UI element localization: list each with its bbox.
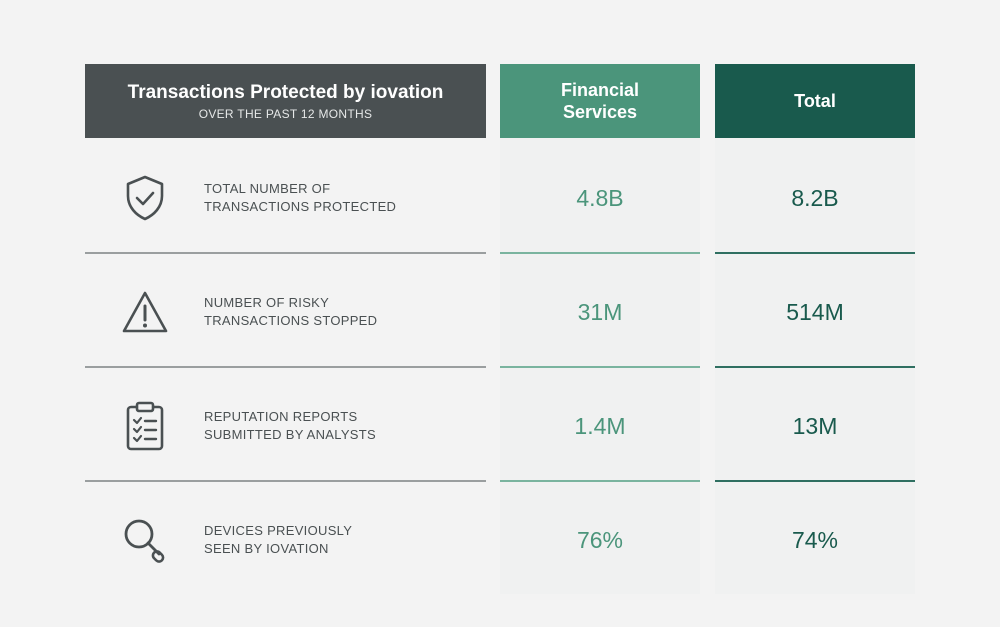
row-divider bbox=[715, 252, 915, 254]
table-row: NUMBER OF RISKY TRANSACTIONS STOPPED 31M… bbox=[0, 254, 1000, 368]
magnifier-icon bbox=[120, 515, 170, 565]
row-label-line: DEVICES PREVIOUSLY bbox=[204, 523, 353, 538]
financial-column-background bbox=[500, 64, 700, 594]
total-value: 8.2B bbox=[791, 185, 839, 211]
row-label: DEVICES PREVIOUSLY SEEN BY IOVATION bbox=[204, 522, 474, 558]
row-divider bbox=[85, 366, 486, 368]
clipboard-checklist-icon bbox=[120, 401, 170, 451]
total-value: 514M bbox=[786, 299, 844, 325]
shield-check-icon bbox=[120, 173, 170, 223]
financial-value: 76% bbox=[576, 527, 624, 553]
row-divider bbox=[85, 480, 486, 482]
total-column-background bbox=[715, 64, 915, 594]
table-title: Transactions Protected by iovation bbox=[127, 81, 444, 103]
row-divider bbox=[500, 366, 700, 368]
row-label-line: TOTAL NUMBER OF bbox=[204, 181, 331, 196]
table-title-header: Transactions Protected by iovation OVER … bbox=[85, 64, 486, 138]
financial-services-header: Financial Services bbox=[500, 64, 700, 138]
financial-services-label: Financial Services bbox=[560, 80, 640, 122]
table-row: REPUTATION REPORTS SUBMITTED BY ANALYSTS… bbox=[0, 368, 1000, 482]
row-label: TOTAL NUMBER OF TRANSACTIONS PROTECTED bbox=[204, 180, 474, 216]
row-divider bbox=[715, 366, 915, 368]
total-label: Total bbox=[794, 91, 836, 111]
row-label-line: TRANSACTIONS STOPPED bbox=[204, 313, 378, 328]
warning-icon bbox=[120, 287, 170, 337]
financial-value: 4.8B bbox=[576, 185, 624, 211]
row-label-line: SUBMITTED BY ANALYSTS bbox=[204, 427, 376, 442]
row-divider bbox=[715, 480, 915, 482]
table-row: DEVICES PREVIOUSLY SEEN BY IOVATION 76% … bbox=[0, 482, 1000, 596]
row-label-line: REPUTATION REPORTS bbox=[204, 409, 358, 424]
row-label: NUMBER OF RISKY TRANSACTIONS STOPPED bbox=[204, 294, 474, 330]
table-subtitle: OVER THE PAST 12 MONTHS bbox=[198, 106, 373, 121]
row-label: REPUTATION REPORTS SUBMITTED BY ANALYSTS bbox=[204, 408, 474, 444]
row-label-line: SEEN BY IOVATION bbox=[204, 541, 329, 556]
row-divider bbox=[500, 252, 700, 254]
row-label-line: NUMBER OF RISKY bbox=[204, 295, 330, 310]
table-row: TOTAL NUMBER OF TRANSACTIONS PROTECTED 4… bbox=[0, 140, 1000, 254]
row-divider bbox=[500, 480, 700, 482]
financial-value: 1.4M bbox=[574, 413, 626, 439]
row-divider bbox=[85, 252, 486, 254]
total-value: 74% bbox=[791, 527, 839, 553]
row-label-line: TRANSACTIONS PROTECTED bbox=[204, 199, 397, 214]
total-header: Total bbox=[715, 64, 915, 138]
financial-value: 31M bbox=[577, 299, 623, 325]
total-value: 13M bbox=[792, 413, 838, 439]
